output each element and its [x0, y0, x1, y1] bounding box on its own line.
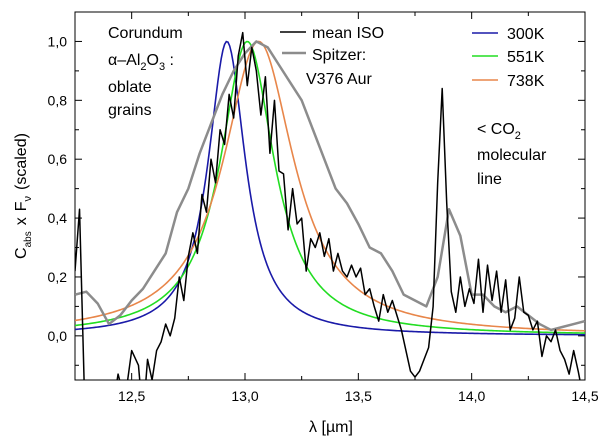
y-tick-label: 0,0 [48, 328, 68, 344]
ylabel-x: x [13, 217, 30, 225]
annotation-line3: oblate [108, 79, 152, 96]
y-tick-label: 1,0 [48, 33, 68, 49]
model-curve-300k [75, 40, 585, 336]
y-tick-label: 0,6 [48, 151, 68, 167]
model-curve-738k [75, 40, 585, 332]
annotation-line2: α–Al2O3 : [108, 52, 174, 73]
y-tick-label: 0,8 [48, 92, 68, 108]
co2-line1: < CO2 [477, 121, 521, 142]
annotation-line1: Corundum [108, 25, 183, 42]
plot-frame [74, 11, 586, 381]
y-tick-label: 0,4 [48, 210, 68, 226]
material-annotation: Corundum α–Al2O3 : oblate grains [108, 25, 183, 119]
co2-annotation: < CO2 molecular line [477, 121, 547, 188]
x-axis-label: λ [µm] [309, 419, 353, 436]
x-tick-label: 14,5 [571, 388, 598, 404]
co2-sub: 2 [515, 130, 521, 142]
y-tick-label: 0,2 [48, 269, 68, 285]
co2-text: < CO [477, 121, 515, 138]
legend-738k-label: 738K [507, 73, 545, 90]
annotation-alpha: α–Al [108, 52, 140, 69]
co2-line3: line [477, 171, 502, 188]
axis-ticks: 12,5 13,0 13,5 14,0 14,5 0,0 0,2 0,4 0,6 0,8 1,0 [48, 11, 599, 404]
co2-line2: molecular [477, 147, 547, 164]
legend-left: mean ISO Spitzer: V376 Aur [280, 25, 384, 88]
annotation-sub3: 3 [159, 61, 165, 73]
legend-spitzer-label2: V376 Aur [306, 71, 373, 88]
annotation-o: O [147, 52, 159, 69]
series-layer [75, 31, 585, 380]
legend-300k-label: 300K [507, 26, 545, 43]
annotation-line4: grains [108, 102, 152, 119]
annotation-colon: : [165, 52, 174, 69]
spitzer-series-line [75, 40, 585, 332]
legend-551k-label: 551K [507, 49, 545, 66]
ylabel-c: C [13, 247, 30, 259]
ylabel-abs: abs [23, 231, 34, 247]
x-tick-label: 13,0 [231, 388, 258, 404]
y-axis-label: Cabs xFν (scaled) [13, 133, 34, 259]
ylabel-f: F [13, 201, 30, 211]
iso-series-line [75, 31, 581, 380]
legend-spitzer-label1: Spitzer: [312, 47, 366, 64]
x-tick-label: 14,0 [458, 388, 485, 404]
legend-right: 300K 551K 738K [472, 26, 545, 90]
ylabel-nu: ν [22, 195, 34, 201]
ylabel-rest: (scaled) [13, 133, 30, 190]
annotation-sub2: 2 [140, 61, 146, 73]
x-tick-label: 12,5 [118, 388, 145, 404]
legend-iso-label: mean ISO [312, 25, 384, 42]
model-curve-551k [75, 40, 585, 334]
x-tick-label: 13,5 [345, 388, 372, 404]
